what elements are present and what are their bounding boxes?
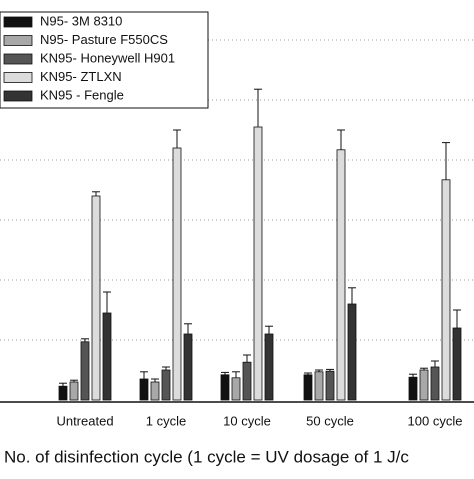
x-tick-label: 1 cycle <box>146 413 186 428</box>
bar <box>102 312 112 401</box>
bar <box>231 377 241 401</box>
x-axis-label: No. of disinfection cycle (1 cycle = UV … <box>4 447 409 466</box>
bar <box>161 369 171 401</box>
legend-label: KN95 - Fengle <box>40 87 124 102</box>
legend-swatch <box>3 72 33 83</box>
legend-label: KN95- ZTLXN <box>40 69 122 84</box>
bar <box>58 385 68 401</box>
legend-swatch <box>3 16 33 28</box>
bar <box>336 149 346 401</box>
bar <box>347 303 357 401</box>
bar <box>69 381 79 401</box>
x-tick-label: 10 cycle <box>223 413 271 428</box>
legend-box <box>0 11 209 109</box>
bar <box>220 374 230 401</box>
bar <box>430 366 440 401</box>
bar <box>303 374 313 401</box>
legend-swatch <box>3 35 33 46</box>
bar <box>139 378 149 401</box>
bar <box>183 333 193 401</box>
bar <box>419 369 429 401</box>
bar <box>314 371 324 401</box>
x-tick-label: 100 cycle <box>408 413 463 428</box>
legend-label: N95- Pasture F550CS <box>40 32 168 47</box>
bar <box>408 376 418 401</box>
legend-label: N95- 3M 8310 <box>40 13 122 28</box>
bar <box>441 179 451 401</box>
bar <box>452 327 462 401</box>
legend-swatch <box>3 53 33 65</box>
bar <box>172 147 182 401</box>
legend-label: KN95- Honeywell H901 <box>40 50 175 65</box>
legend-swatch <box>3 90 33 102</box>
bar <box>150 381 160 401</box>
bar <box>264 333 274 401</box>
bar <box>325 370 335 401</box>
bar <box>91 195 101 401</box>
bar <box>253 126 263 401</box>
bar <box>80 341 90 401</box>
bar <box>242 361 252 401</box>
x-tick-label: 50 cycle <box>306 413 354 428</box>
x-tick-label: Untreated <box>56 413 113 428</box>
